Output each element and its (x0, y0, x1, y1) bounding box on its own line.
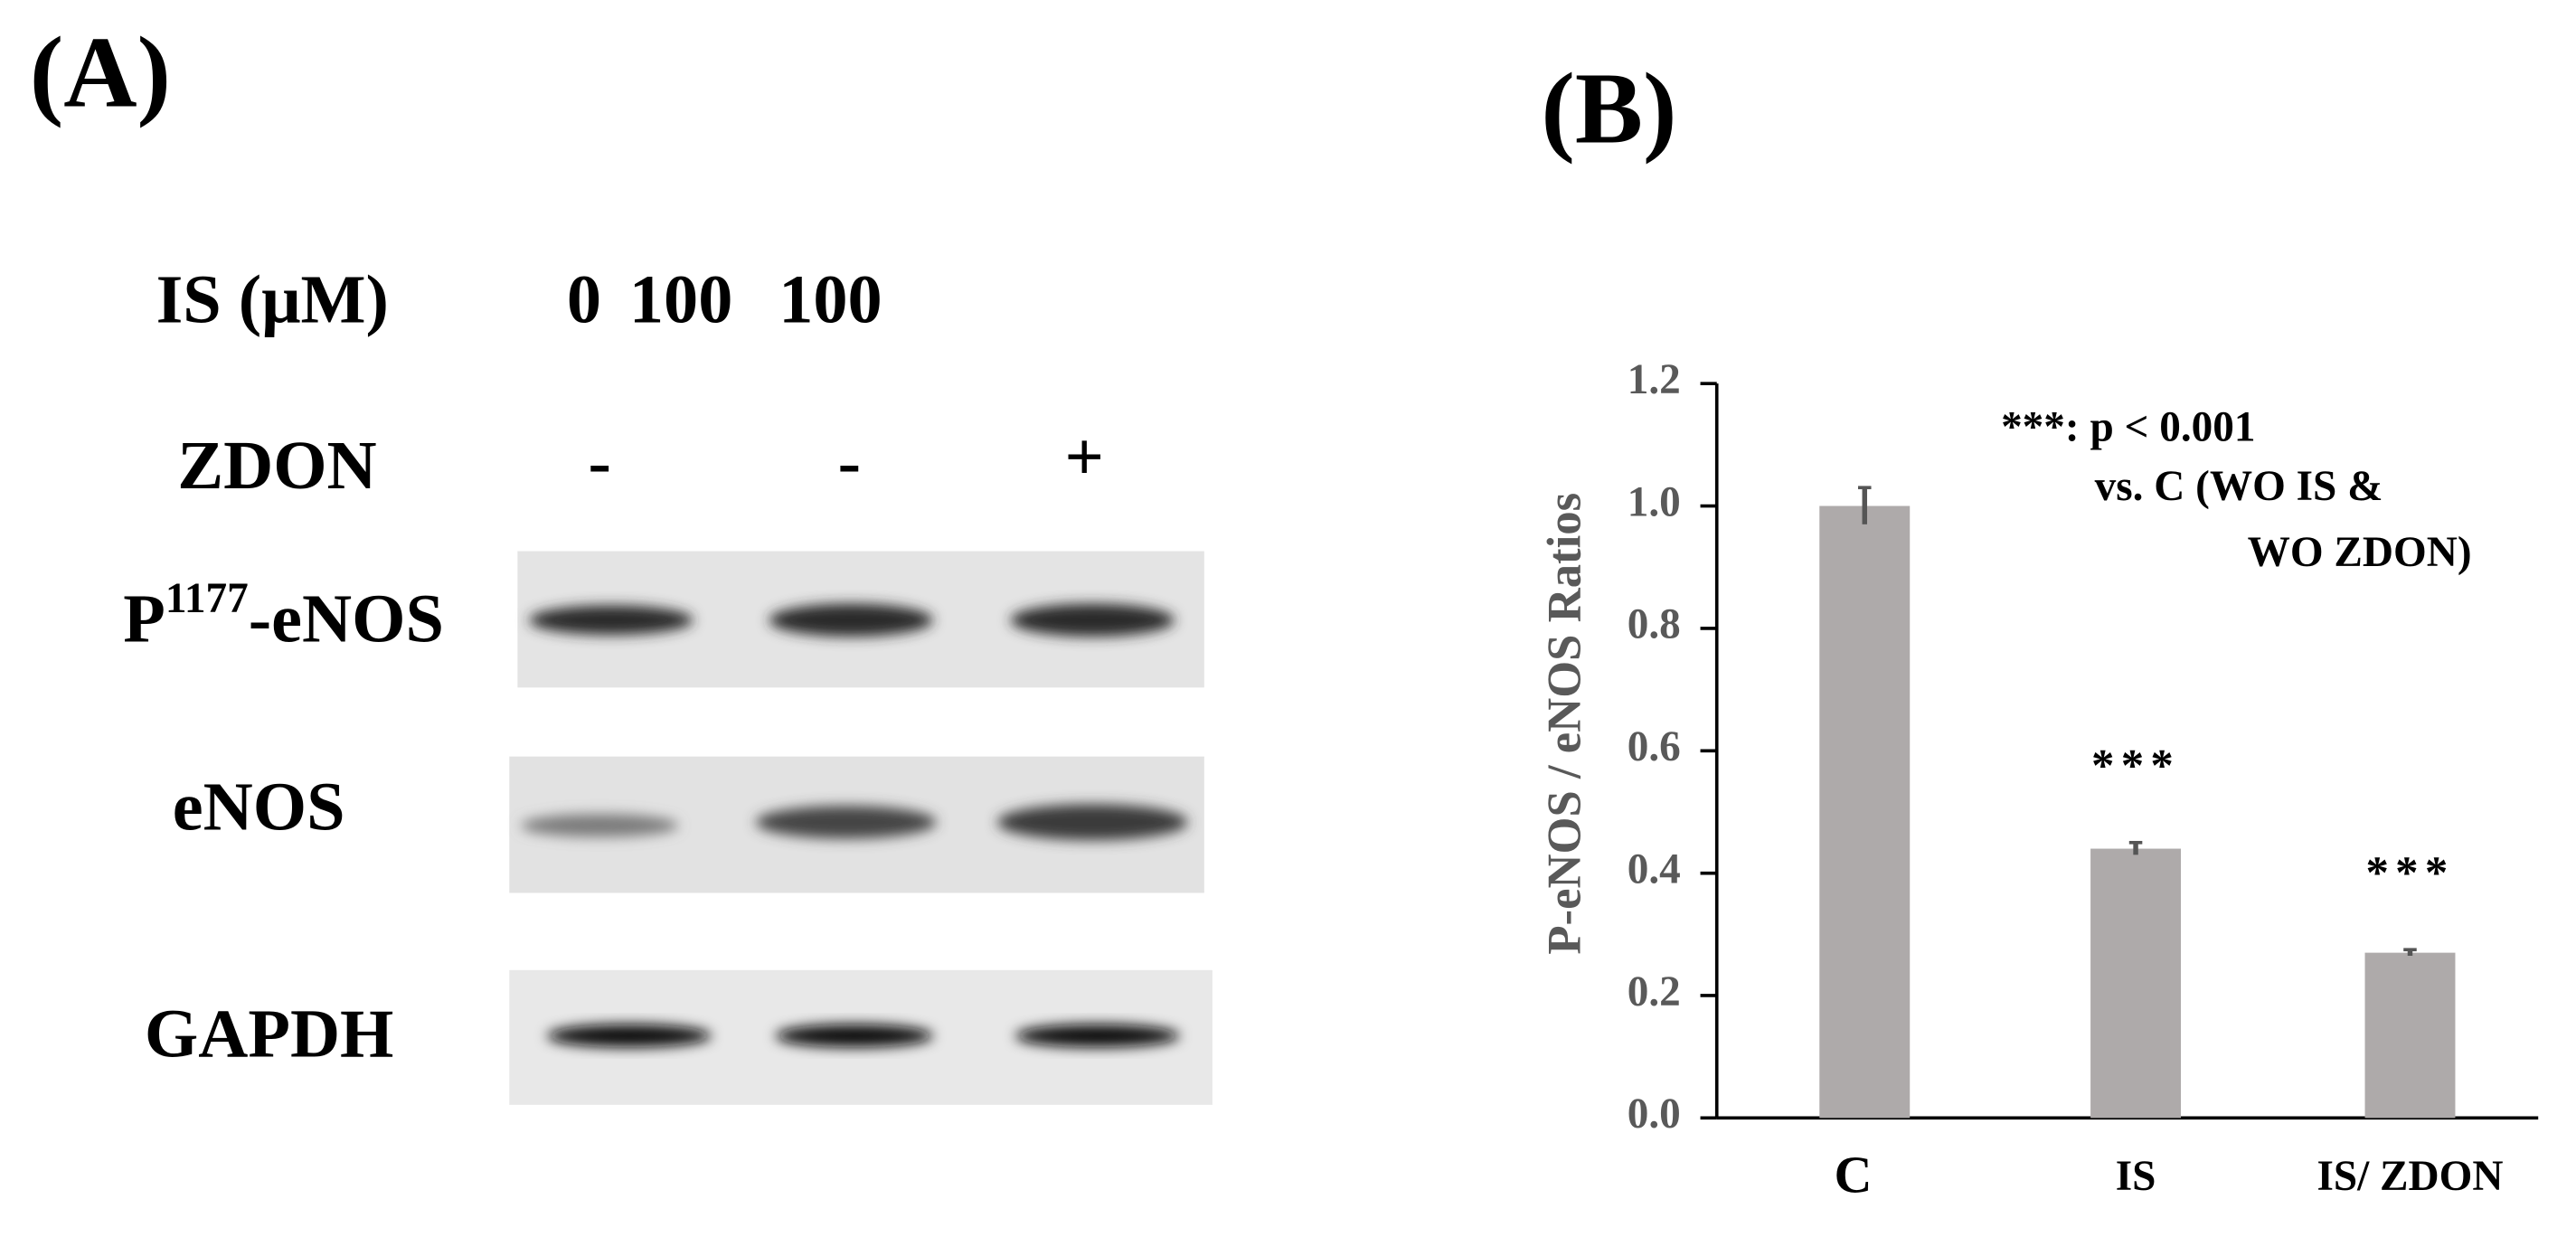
blot-label: GAPDH (145, 995, 394, 1072)
panel-a-title: (A) (30, 17, 171, 129)
condition-value: - (588, 423, 610, 500)
y-tick-label: 0.4 (1628, 845, 1681, 892)
x-tick-label: IS (2116, 1153, 2156, 1200)
bar (2090, 848, 2182, 1119)
blot-label: P1177-eNOS (123, 575, 444, 656)
bar (1819, 505, 1911, 1119)
y-axis-label: P-eNOS / eNOS Ratios (1538, 493, 1590, 955)
significance-label: *** (2365, 848, 2454, 899)
panel-b-title: (B) (1541, 53, 1676, 165)
y-tick-label: 0.8 (1628, 601, 1681, 648)
annotation: WO ZDON) (2248, 529, 2472, 576)
condition-value: 0 (567, 260, 601, 337)
condition-label: ZDON (177, 427, 376, 504)
label-part: P (123, 580, 165, 656)
blot-label: eNOS (173, 769, 345, 845)
y-tick-label: 1.0 (1628, 478, 1681, 525)
condition-value: 100 (778, 260, 882, 337)
condition-value: + (1064, 419, 1103, 496)
x-tick-label: C (1835, 1146, 1873, 1204)
condition-value: - (838, 423, 861, 500)
label-superscript: 1177 (165, 575, 249, 622)
bands (547, 1024, 1180, 1048)
y-tick-label: 0.0 (1628, 1091, 1681, 1138)
condition-value: 100 (629, 260, 732, 337)
y-tick-label: 0.6 (1628, 723, 1681, 770)
bands (529, 603, 1175, 637)
bands (520, 804, 1188, 841)
y-tick-label: 1.2 (1628, 356, 1681, 403)
label-part: -eNOS (249, 580, 444, 656)
annotation: vs. C (WO IS & (2095, 463, 2383, 510)
annotation: ***: p < 0.001 (2001, 404, 2255, 451)
condition-label: IS (μM) (156, 260, 389, 337)
bar (2364, 952, 2456, 1119)
significance-label: *** (2091, 741, 2180, 792)
y-tick-label: 0.2 (1628, 968, 1681, 1015)
x-tick-label: IS/ ZDON (2317, 1153, 2503, 1200)
